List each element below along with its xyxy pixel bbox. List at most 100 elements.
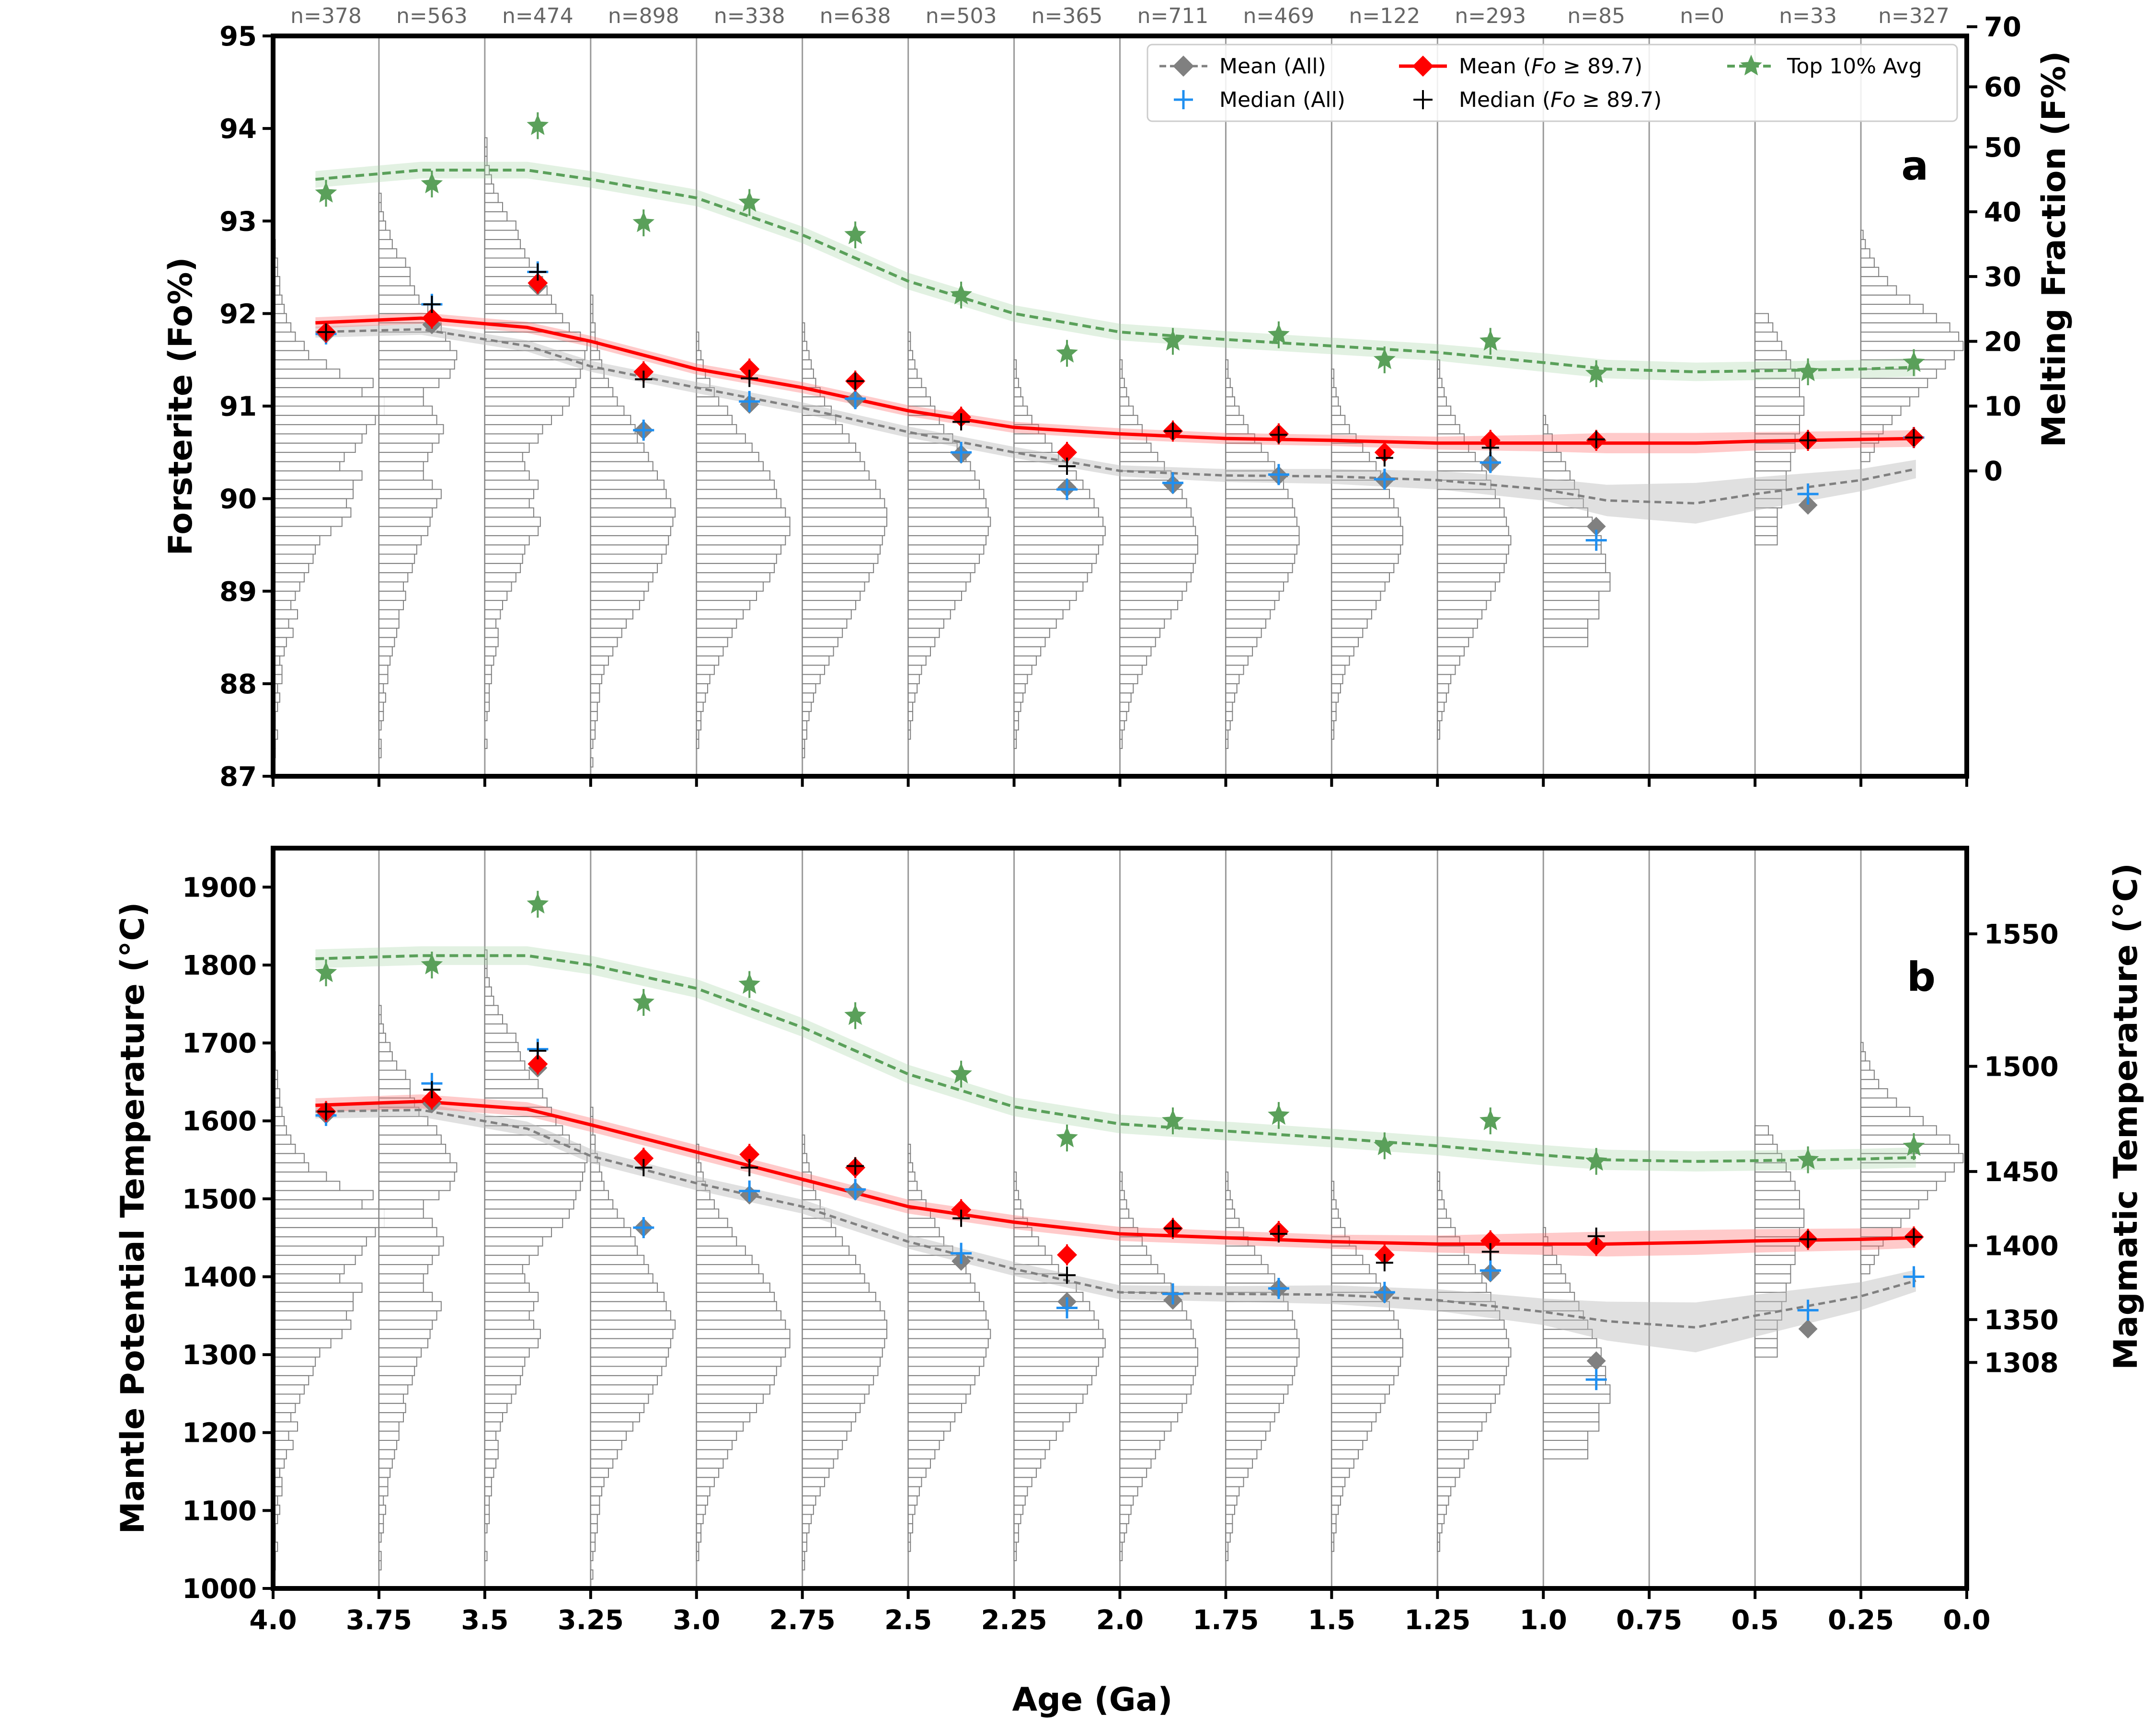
histogram-bar xyxy=(802,1264,861,1275)
histogram-bar xyxy=(1225,1264,1269,1275)
histogram-bar xyxy=(802,563,874,574)
histogram-bar xyxy=(907,1144,911,1154)
histogram-bar xyxy=(1119,544,1198,555)
histogram-bar xyxy=(484,1366,523,1376)
histogram-bar xyxy=(378,1042,391,1052)
histogram-bar xyxy=(907,600,956,610)
histogram-bar xyxy=(696,341,700,351)
histogram-bar xyxy=(1437,553,1507,564)
histogram-bar xyxy=(1331,368,1335,379)
median-all-point xyxy=(1797,1300,1819,1321)
histogram-bar xyxy=(1225,609,1271,620)
histogram-bar xyxy=(1331,1264,1370,1275)
histogram-bar xyxy=(1437,590,1491,601)
histogram-bar xyxy=(484,1421,501,1432)
histogram-bar xyxy=(590,313,594,323)
histogram-bar xyxy=(1225,702,1233,712)
median-fo-point xyxy=(529,1042,547,1059)
histogram-bar xyxy=(1331,1523,1337,1534)
right-y-axis: 0 10 20 30 40 50 60 70 xyxy=(1967,12,2021,487)
median-fo-point xyxy=(741,1159,758,1176)
histogram-bar xyxy=(1437,1357,1509,1367)
x-tick-label: 3.75 xyxy=(346,1605,412,1636)
histogram-bar xyxy=(802,1329,887,1339)
histogram-bar xyxy=(378,1403,406,1414)
histogram-bar xyxy=(273,414,376,426)
histogram-bar xyxy=(1437,498,1501,508)
histogram-bar xyxy=(1437,1190,1443,1200)
mean-all-point xyxy=(1798,1319,1818,1339)
histogram-bar xyxy=(484,996,494,1006)
right-y-tick-label: 1500 xyxy=(1984,1051,2059,1082)
top10-point xyxy=(421,953,443,975)
histogram-bar xyxy=(1331,655,1350,666)
histogram-bar xyxy=(1437,1319,1505,1330)
histogram-bar xyxy=(484,637,499,647)
y-tick-label: 88 xyxy=(219,669,257,700)
histogram-bar xyxy=(484,711,488,722)
histogram-bar xyxy=(378,748,382,759)
histogram-bar xyxy=(907,1467,927,1478)
histogram-bar xyxy=(590,1134,596,1145)
histogram-bar xyxy=(696,1421,744,1432)
histogram-bar xyxy=(484,146,488,157)
histogram-bar xyxy=(907,553,980,564)
bin-count-label: n=122 xyxy=(1349,4,1420,28)
histogram-bar xyxy=(1331,1458,1354,1469)
histogram-bar xyxy=(1331,1467,1350,1478)
histogram-bar xyxy=(484,1070,530,1080)
histogram-bar xyxy=(1119,414,1138,426)
histogram-bar xyxy=(590,1467,609,1478)
histogram-bar xyxy=(1437,452,1476,462)
histogram-bar xyxy=(1437,1430,1478,1441)
histogram-bar xyxy=(484,220,516,231)
median-fo-point xyxy=(1058,458,1076,475)
right-y-tick-label: 1308 xyxy=(1984,1347,2059,1379)
median-fo-point xyxy=(1905,1228,1923,1246)
histogram-bar xyxy=(1225,359,1229,370)
histogram-bar xyxy=(1119,1551,1123,1562)
histogram-bar xyxy=(1119,1403,1183,1414)
histogram-bar xyxy=(1225,1199,1233,1210)
y-tick-label: 89 xyxy=(219,576,257,608)
histogram-bar xyxy=(802,1514,812,1524)
mean-all-point xyxy=(1798,495,1818,515)
top10-point xyxy=(1056,1127,1078,1148)
y-tick-label: 1600 xyxy=(182,1106,257,1137)
histogram-bar xyxy=(1437,1347,1512,1358)
top10-point xyxy=(1585,1150,1607,1171)
histogram-bar xyxy=(1013,359,1017,370)
histogram-bar xyxy=(1437,711,1443,722)
histogram-bar xyxy=(1437,1199,1445,1210)
histogram-bar xyxy=(484,480,539,490)
histogram-bar xyxy=(1543,1254,1558,1265)
histogram-bar xyxy=(1119,507,1192,518)
histogram-bar xyxy=(1437,572,1501,583)
histogram-bar xyxy=(1543,544,1602,555)
top10-point xyxy=(1374,1134,1396,1155)
histogram-bar xyxy=(1860,341,1964,351)
histogram-bar xyxy=(907,1218,936,1228)
histogram-bar xyxy=(907,368,918,379)
histogram-bar xyxy=(696,1523,702,1534)
histogram-bar xyxy=(590,1245,638,1256)
histogram-bar xyxy=(1860,1070,1875,1080)
histogram-bar xyxy=(484,424,543,435)
histogram-bar xyxy=(907,1541,911,1552)
histogram-bar xyxy=(1225,1208,1235,1219)
histogram-bar xyxy=(1119,442,1152,453)
histogram-bar xyxy=(907,1329,991,1339)
histogram-bar xyxy=(1331,526,1403,536)
histogram-bar xyxy=(1013,1514,1021,1524)
histogram-bar xyxy=(1013,692,1024,703)
histogram-bar xyxy=(1437,665,1456,675)
histogram-bar xyxy=(1013,1301,1090,1311)
confidence-band-all xyxy=(315,323,1916,524)
histogram-bar xyxy=(378,1181,451,1191)
histogram-bar xyxy=(1860,285,1897,296)
histogram-bar xyxy=(273,452,345,462)
x-tick-label: 0.25 xyxy=(1828,1605,1894,1636)
histogram-bar xyxy=(802,729,807,740)
histogram-bar xyxy=(696,1532,702,1543)
histogram-bar xyxy=(907,1319,989,1330)
